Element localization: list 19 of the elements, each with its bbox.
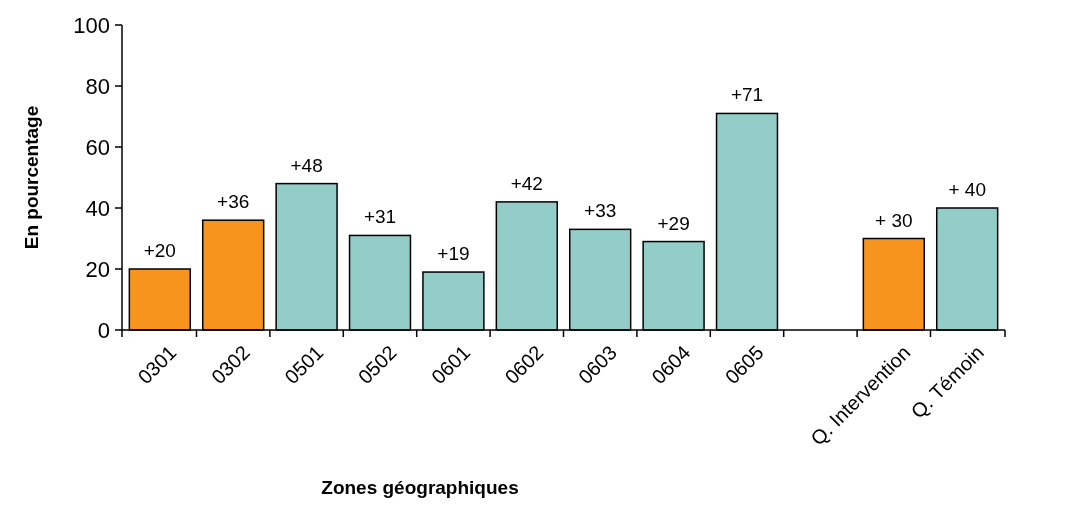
- data-label: +71: [730, 84, 764, 106]
- y-tick-label: 0: [97, 317, 110, 343]
- data-label: +36: [217, 191, 250, 213]
- data-label: + 30: [875, 209, 913, 231]
- data-label: +20: [143, 240, 176, 261]
- y-tick-label: 40: [85, 195, 110, 221]
- y-tick-label: 20: [85, 256, 110, 282]
- data-label: +29: [657, 212, 690, 234]
- y-axis-title: En pourcentage: [21, 105, 42, 250]
- data-label: +33: [584, 200, 617, 222]
- y-tick-label: 60: [85, 134, 110, 160]
- data-label: +48: [290, 154, 323, 176]
- data-label: +31: [363, 206, 397, 228]
- y-tick-label: 100: [73, 12, 110, 38]
- data-label: +42: [510, 172, 543, 194]
- data-label: + 40: [948, 179, 986, 200]
- data-label: +19: [437, 243, 470, 265]
- y-tick-label: 80: [85, 73, 110, 99]
- x-axis-title: Zones géographiques: [321, 477, 519, 498]
